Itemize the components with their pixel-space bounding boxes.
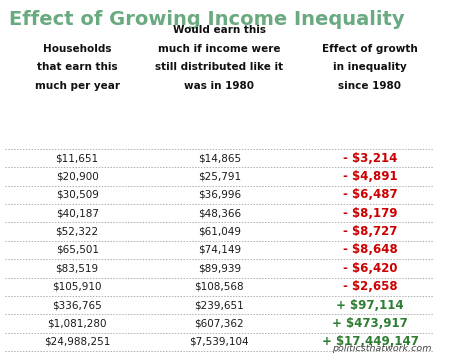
Text: + $473,917: + $473,917 xyxy=(332,317,408,330)
Text: $607,362: $607,362 xyxy=(194,318,244,328)
Text: $89,939: $89,939 xyxy=(198,263,241,273)
Text: $52,322: $52,322 xyxy=(55,226,99,236)
Text: - $4,891: - $4,891 xyxy=(343,170,397,183)
Text: $11,651: $11,651 xyxy=(55,153,99,163)
Text: $239,651: $239,651 xyxy=(194,300,244,310)
Text: since 1980: since 1980 xyxy=(338,81,401,91)
Text: $336,765: $336,765 xyxy=(52,300,102,310)
Text: $108,568: $108,568 xyxy=(194,282,244,292)
Text: $36,996: $36,996 xyxy=(198,190,241,200)
Text: $1,081,280: $1,081,280 xyxy=(47,318,107,328)
Text: - $2,658: - $2,658 xyxy=(343,280,397,293)
Text: + $17,449,147: + $17,449,147 xyxy=(321,335,419,348)
Text: still distributed like it: still distributed like it xyxy=(155,62,283,72)
Text: $7,539,104: $7,539,104 xyxy=(190,337,249,347)
Text: $105,910: $105,910 xyxy=(53,282,102,292)
Text: $61,049: $61,049 xyxy=(198,226,241,236)
Text: Effect of Growing Income Inequality: Effect of Growing Income Inequality xyxy=(9,10,405,28)
Text: $20,900: $20,900 xyxy=(56,171,99,181)
Text: $48,366: $48,366 xyxy=(198,208,241,218)
Text: - $8,179: - $8,179 xyxy=(343,207,397,220)
Text: + $97,114: + $97,114 xyxy=(336,299,404,312)
Text: Would earn this: Would earn this xyxy=(173,26,266,36)
Text: - $8,727: - $8,727 xyxy=(343,225,397,238)
Text: - $6,420: - $6,420 xyxy=(343,262,397,275)
Text: $40,187: $40,187 xyxy=(55,208,99,218)
Text: was in 1980: was in 1980 xyxy=(184,81,254,91)
Text: much per year: much per year xyxy=(35,81,119,91)
Text: Households: Households xyxy=(43,44,111,54)
Text: politicsthatwork.com: politicsthatwork.com xyxy=(332,344,431,353)
Text: Effect of growth: Effect of growth xyxy=(322,44,418,54)
Text: - $6,487: - $6,487 xyxy=(343,188,397,201)
Text: $24,988,251: $24,988,251 xyxy=(44,337,110,347)
Text: $30,509: $30,509 xyxy=(56,190,99,200)
Text: much if income were: much if income were xyxy=(158,44,281,54)
Text: - $8,648: - $8,648 xyxy=(343,244,397,257)
Text: that earn this: that earn this xyxy=(37,62,118,72)
Text: $74,149: $74,149 xyxy=(198,245,241,255)
Text: in inequality: in inequality xyxy=(333,62,407,72)
Text: - $3,214: - $3,214 xyxy=(343,152,397,165)
Text: $25,791: $25,791 xyxy=(198,171,241,181)
Text: $65,501: $65,501 xyxy=(55,245,99,255)
Text: $83,519: $83,519 xyxy=(55,263,99,273)
Text: $14,865: $14,865 xyxy=(198,153,241,163)
